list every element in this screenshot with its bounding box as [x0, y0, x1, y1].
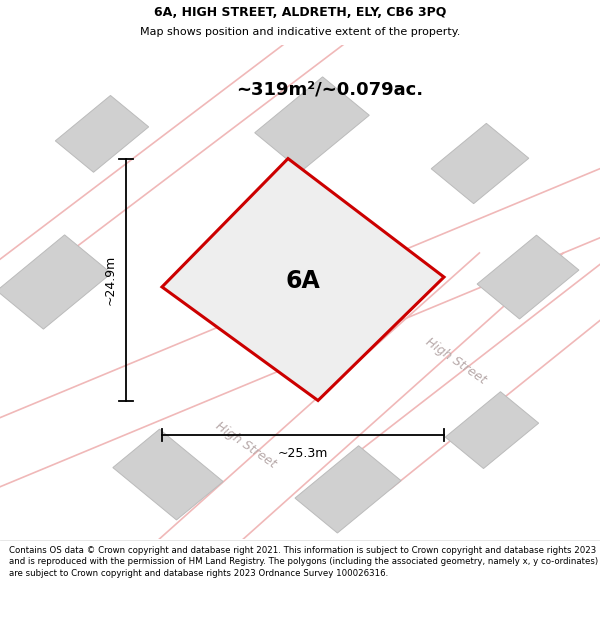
- Polygon shape: [445, 392, 539, 469]
- Text: ~24.9m: ~24.9m: [104, 254, 117, 304]
- Text: High Street: High Street: [213, 419, 279, 471]
- Polygon shape: [113, 429, 223, 520]
- Text: 6A: 6A: [286, 269, 320, 292]
- Polygon shape: [55, 96, 149, 172]
- Polygon shape: [255, 77, 369, 171]
- Polygon shape: [477, 235, 579, 319]
- Polygon shape: [295, 446, 401, 533]
- Text: High Street: High Street: [423, 336, 489, 387]
- Text: 6A, HIGH STREET, ALDRETH, ELY, CB6 3PQ: 6A, HIGH STREET, ALDRETH, ELY, CB6 3PQ: [154, 6, 446, 19]
- Text: Contains OS data © Crown copyright and database right 2021. This information is : Contains OS data © Crown copyright and d…: [9, 546, 598, 578]
- Polygon shape: [162, 159, 444, 401]
- Polygon shape: [0, 235, 111, 329]
- Text: ~25.3m: ~25.3m: [278, 448, 328, 461]
- Polygon shape: [431, 123, 529, 204]
- Text: ~319m²/~0.079ac.: ~319m²/~0.079ac.: [236, 81, 424, 98]
- Text: Map shows position and indicative extent of the property.: Map shows position and indicative extent…: [140, 28, 460, 38]
